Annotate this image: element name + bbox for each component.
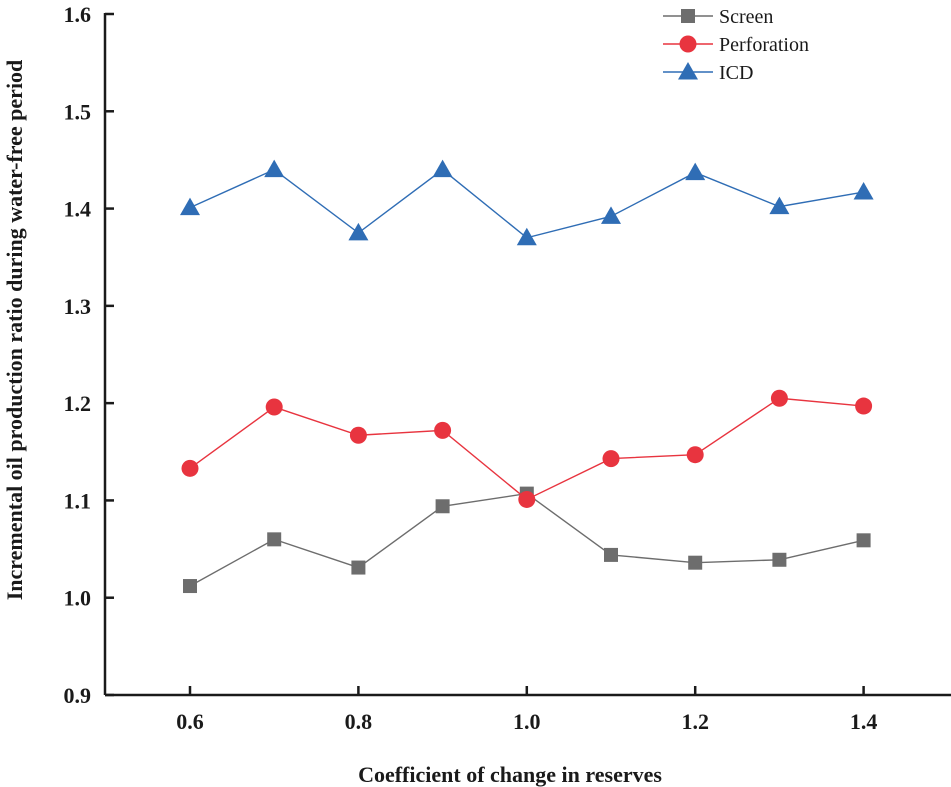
screen-point <box>604 547 618 562</box>
icd-point <box>853 182 874 200</box>
icd-line <box>189 168 864 239</box>
icd-point <box>769 196 790 215</box>
icd-point <box>180 197 200 216</box>
x-tick-label: 1.4 <box>850 709 878 734</box>
legend: Screen Perforation ICD <box>663 6 809 84</box>
screen-point <box>688 555 703 570</box>
y-tick-label: 1.3 <box>64 294 92 319</box>
screen-point <box>267 532 282 547</box>
plot-area <box>180 159 874 594</box>
legend-label-icd: ICD <box>719 62 753 84</box>
screen-point <box>856 533 871 548</box>
x-axis-title: Coefficient of change in reserves <box>358 762 662 787</box>
x-tick-label: 0.6 <box>176 709 204 734</box>
y-tick-label: 1.2 <box>64 391 92 416</box>
legend-marker-icd <box>678 62 698 80</box>
icd-point <box>685 162 706 181</box>
x-tick-label: 1.0 <box>513 709 541 734</box>
x-tick-label: 0.8 <box>345 709 373 734</box>
perforation-point <box>434 421 452 439</box>
legend-item-screen: Screen <box>663 6 773 28</box>
icd-point <box>601 206 621 224</box>
y-tick-label: 1.1 <box>64 488 92 513</box>
perforation-point <box>265 398 283 416</box>
perforation-series <box>181 389 873 508</box>
perforation-point <box>518 490 536 508</box>
perforation-point <box>770 389 788 407</box>
screen-point <box>183 579 197 594</box>
perforation-point <box>181 459 199 477</box>
icd-series <box>180 159 874 246</box>
y-axis-title: Incremental oil production ratio during … <box>2 60 27 601</box>
legend-label-screen: Screen <box>719 6 773 28</box>
legend-label-perforation: Perforation <box>719 34 809 56</box>
icd-point <box>264 159 285 178</box>
y-tick-label: 1.5 <box>64 99 92 124</box>
icd-point <box>516 227 537 246</box>
perforation-point <box>855 397 873 415</box>
y-tick-label: 1.0 <box>64 586 92 611</box>
screen-point <box>772 552 787 567</box>
y-tick-label: 0.9 <box>64 683 92 708</box>
y-tick-label: 1.4 <box>64 197 92 222</box>
y-tick-label: 1.6 <box>64 2 92 27</box>
icd-point <box>432 159 453 178</box>
axes: 0.9 1.0 1.1 1.2 1.3 1.4 1.5 1.6 0.6 0.8 1.0 1.2 1.4 <box>64 2 951 734</box>
perforation-line <box>189 397 864 501</box>
icd-point <box>348 222 369 241</box>
x-tick-label: 1.2 <box>681 709 709 734</box>
screen-point <box>351 560 366 575</box>
legend-item-perforation: Perforation <box>663 34 809 56</box>
legend-marker-screen <box>681 9 695 23</box>
perforation-point <box>602 450 620 468</box>
perforation-point <box>686 446 704 464</box>
perforation-point <box>349 426 367 444</box>
legend-marker-perforation <box>679 35 697 53</box>
screen-point <box>435 499 450 514</box>
legend-item-icd: ICD <box>663 62 753 84</box>
